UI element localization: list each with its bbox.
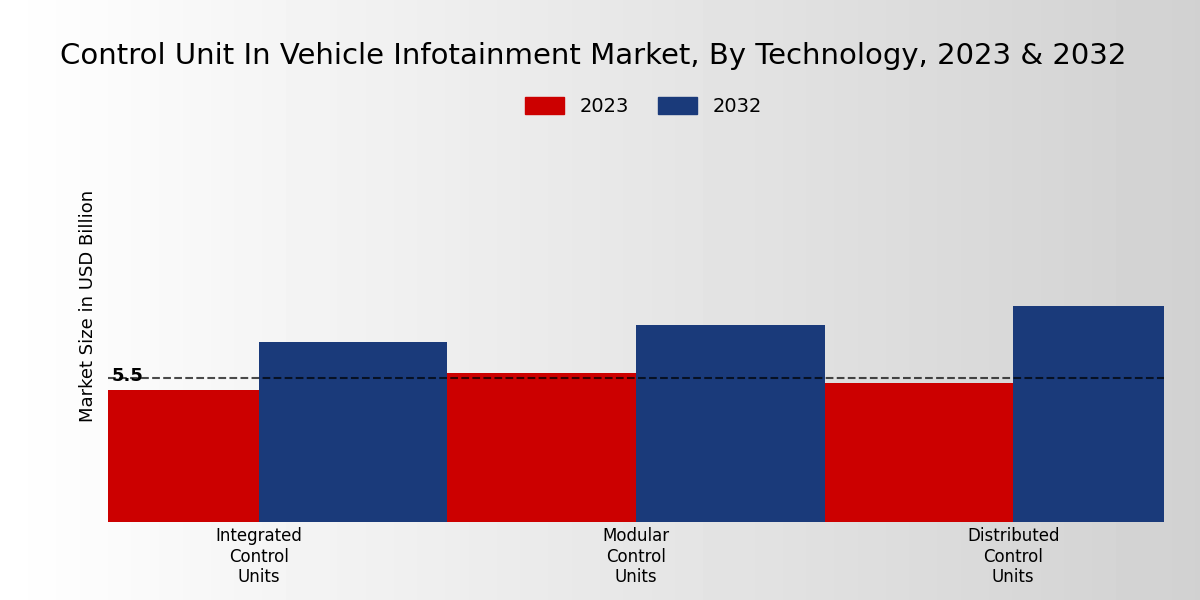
Text: 5.5: 5.5 [112, 367, 144, 385]
Bar [259, 342, 448, 522]
Text: Control Unit In Vehicle Infotainment Market, By Technology, 2023 & 2032: Control Unit In Vehicle Infotainment Mar… [60, 42, 1127, 70]
Legend: 2023, 2032: 2023, 2032 [520, 91, 768, 122]
Bar [1013, 306, 1200, 522]
Y-axis label: Market Size in USD Billion: Market Size in USD Billion [79, 190, 97, 422]
Bar [448, 373, 636, 522]
Bar [71, 390, 259, 522]
Bar [636, 325, 824, 522]
Bar [824, 383, 1013, 522]
